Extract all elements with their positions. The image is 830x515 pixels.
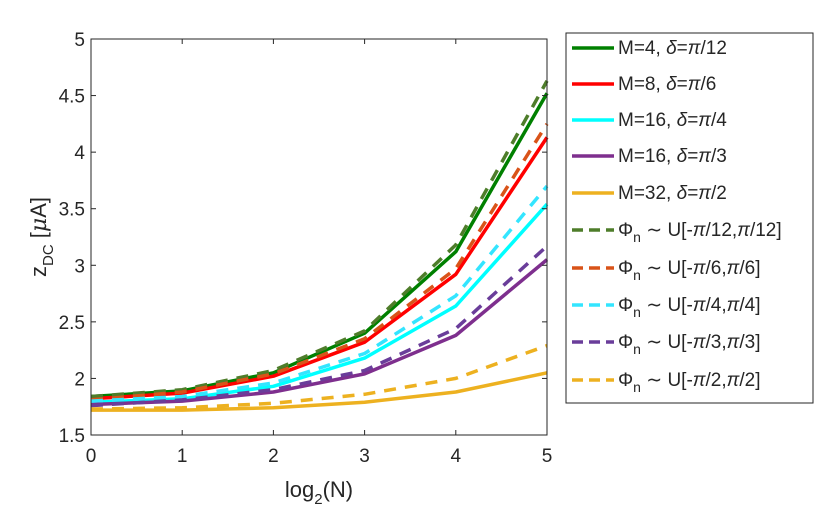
legend-label-4: M=32, δ=π/2 [618,183,727,204]
legend-label-0: M=4, δ=π/12 [618,38,727,59]
x-tick-label: 4 [451,446,462,467]
legend-label-3: M=16, δ=π/3 [618,146,727,167]
series-line-4 [91,371,548,412]
legend-label-9: Φn ∼ U[-π/2,π/2] [618,370,761,395]
legend-label-8: Φn ∼ U[-π/3,π/3] [618,332,761,357]
x-tick-label: 3 [359,446,370,467]
series-line-6 [90,122,549,402]
x-axis-label: log2(N) [285,477,353,508]
x-tick-label: 0 [86,446,97,467]
series-line-5 [90,80,549,399]
x-tick-label: 1 [177,446,188,467]
series-line-0 [90,92,549,399]
y-tick-label: 2 [74,369,85,390]
y-axis-label: zDC [μA] [26,197,57,277]
legend-label-6: Φn ∼ U[-π/6,π/6] [618,258,761,283]
legend-label-5: Φn ∼ U[-π/12,π/12] [618,220,782,245]
series-line-7 [90,184,549,403]
y-tick-label: 4 [74,143,85,164]
y-tick-label: 3 [74,256,85,277]
x-tick-label: 2 [268,446,279,467]
tick-layer: 0 1 2 3 4 5 1.5 2 2.5 3 3.5 4 4.5 5 [59,30,553,467]
series-line-3 [90,258,549,407]
series-line-2 [90,203,549,404]
legend: M=4, δ=π/12 M=8, δ=π/6 M=16, δ=π/4 M=16,… [565,32,814,404]
axes-box [90,38,548,436]
legend-label-2: M=16, δ=π/4 [618,110,727,131]
y-tick-label: 4.5 [59,87,85,108]
y-tick-label: 5 [74,30,85,51]
y-tick-label: 1.5 [59,426,85,447]
y-tick-label: 2.5 [59,313,85,334]
series-line-1 [90,136,549,401]
series-line-9 [90,343,548,411]
y-tick-label: 3.5 [59,200,85,221]
legend-label-1: M=8, δ=π/6 [618,74,716,95]
legend-label-7: Φn ∼ U[-π/4,π/4] [618,295,761,320]
x-tick-label: 5 [542,446,553,467]
series-layer [90,80,549,412]
